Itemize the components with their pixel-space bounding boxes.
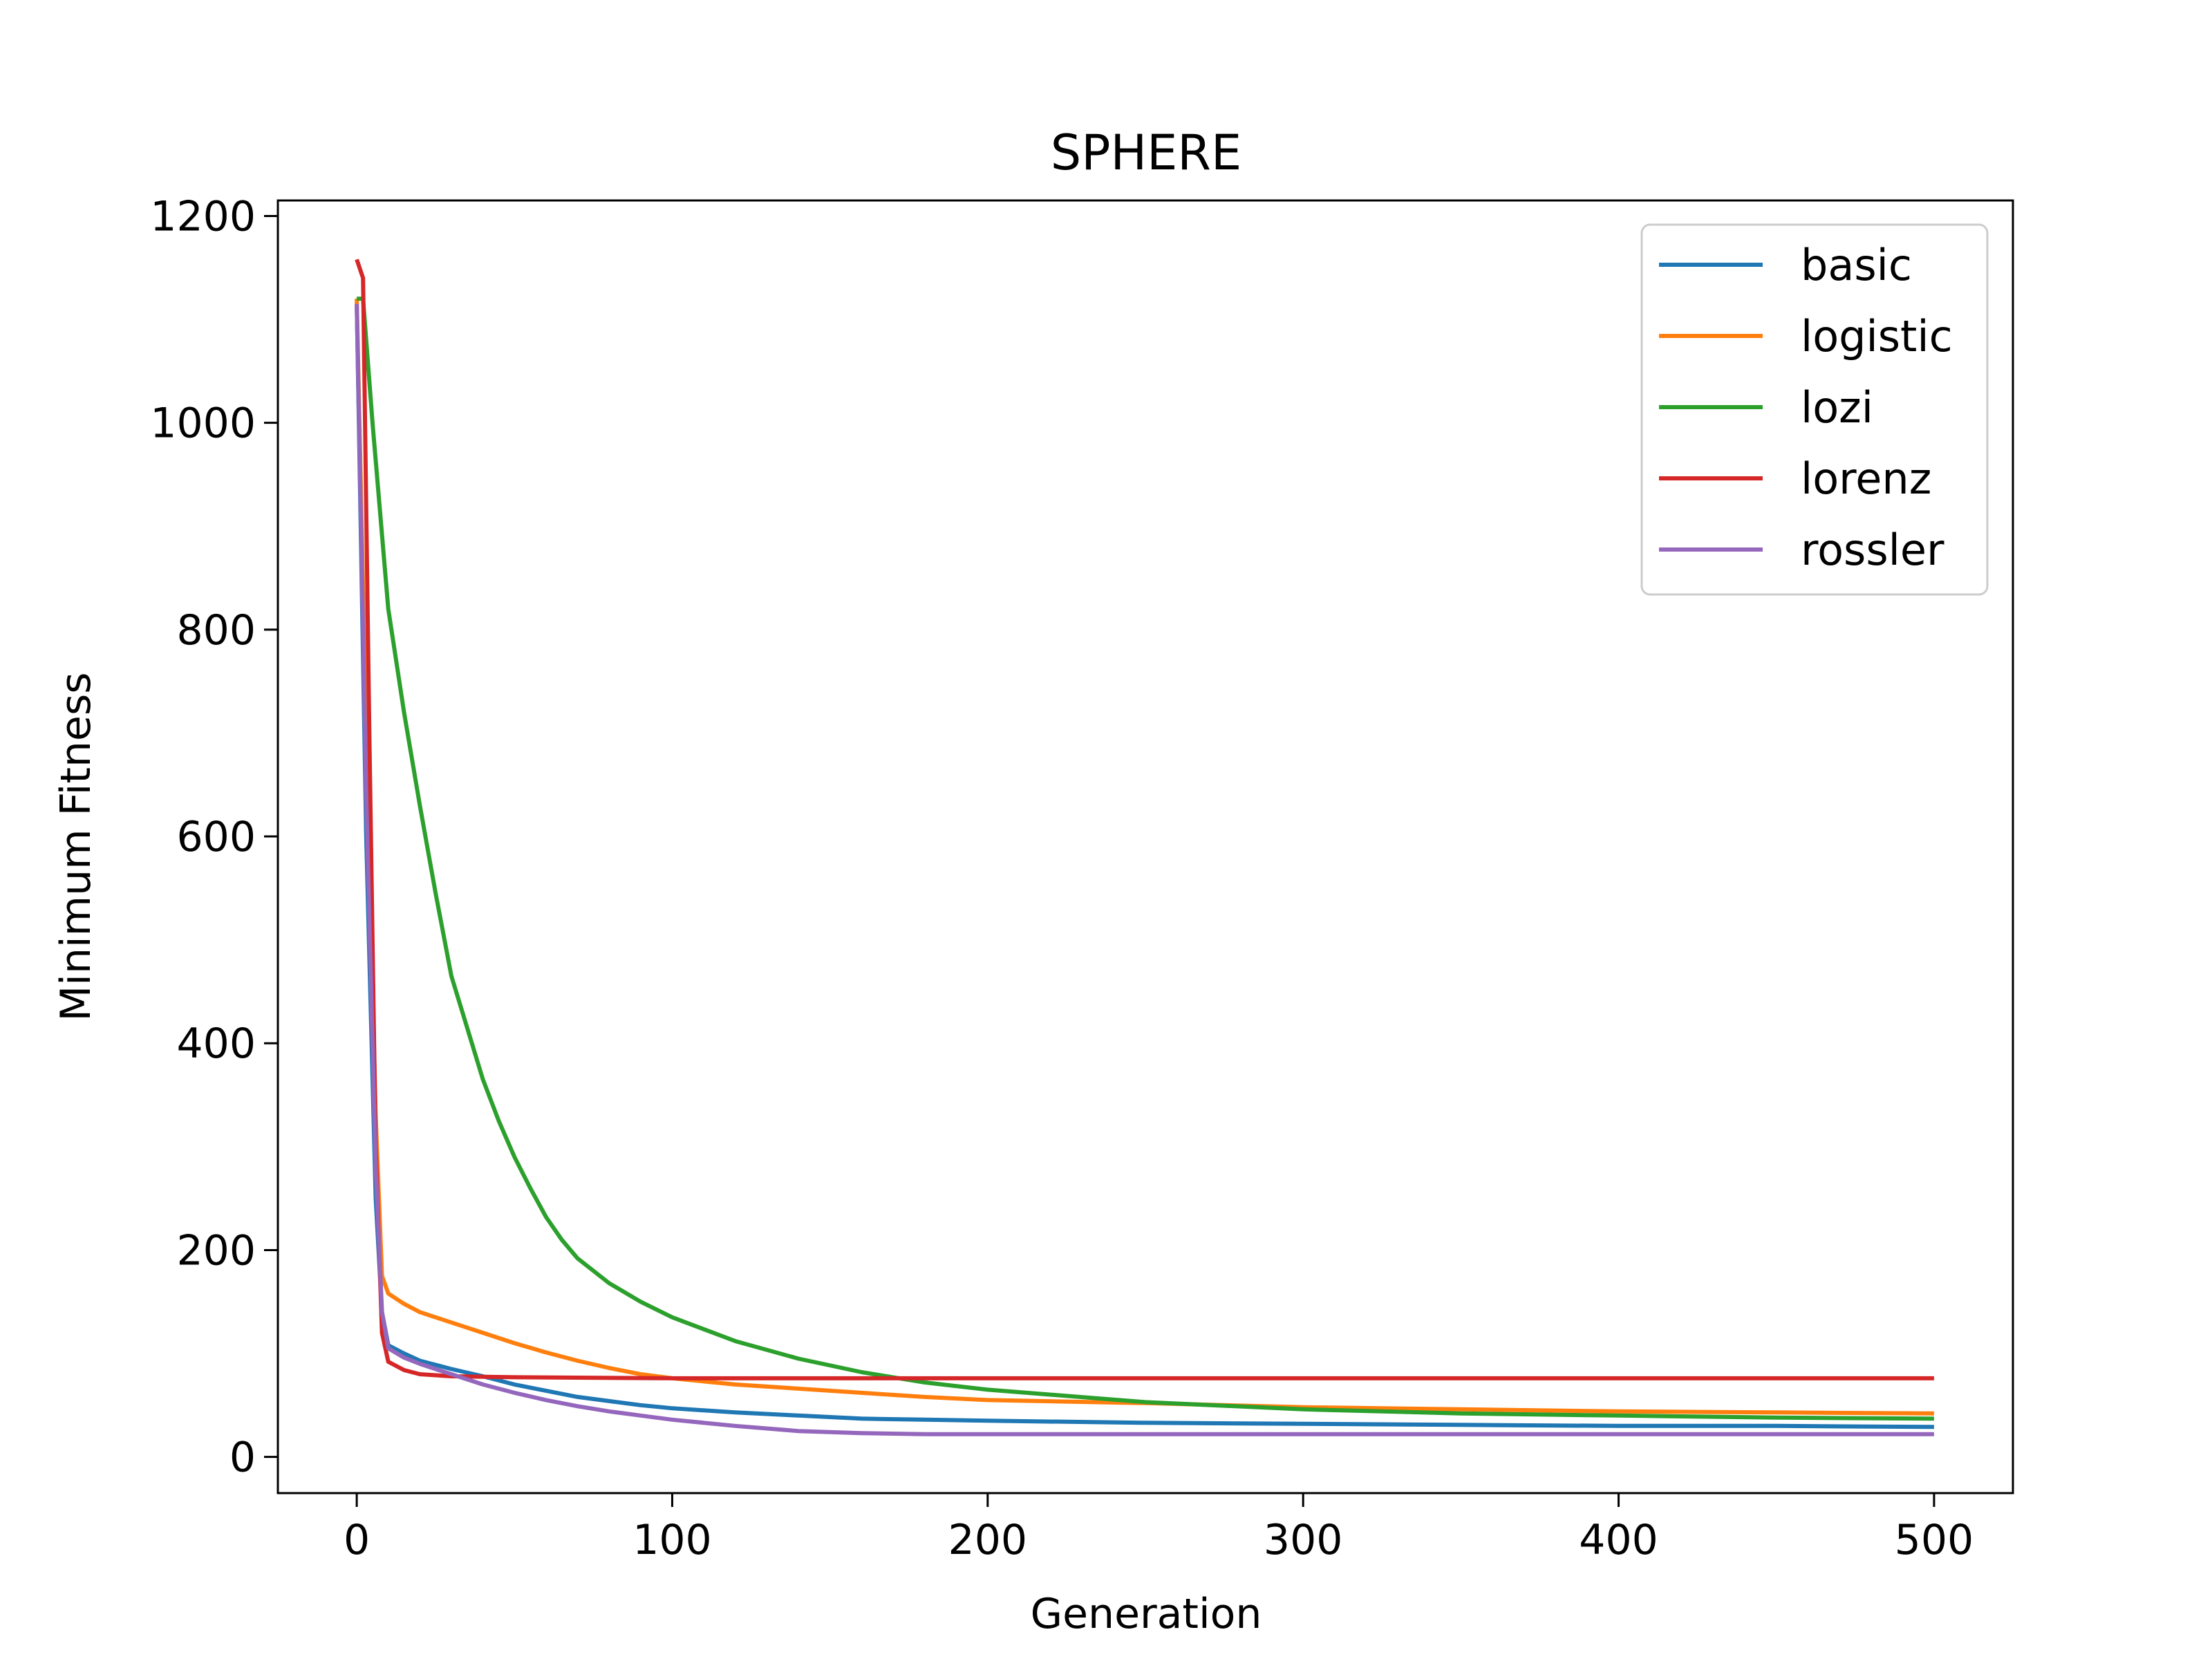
series-layer (355, 259, 1934, 1436)
legend-label-logistic: logistic (1801, 311, 1953, 362)
legend-label-lorenz: lorenz (1801, 453, 1931, 504)
y-tick-label: 1200 (150, 192, 256, 241)
x-axis-label: Generation (1031, 1590, 1262, 1638)
y-tick-label: 1000 (150, 400, 256, 448)
x-tick-label: 300 (1264, 1516, 1343, 1564)
legend-label-lozi: lozi (1801, 382, 1873, 433)
y-tick-label: 400 (176, 1020, 256, 1068)
series-line-basic (355, 303, 1934, 1430)
y-tick-label: 600 (176, 813, 256, 861)
x-tick-label: 500 (1895, 1516, 1974, 1564)
series-line-rossler (355, 303, 1934, 1436)
x-axis-ticks: 0 100 200 300 400 500 (344, 1493, 1974, 1564)
series-line-lozi (357, 297, 1934, 1421)
y-tick-label: 0 (229, 1434, 256, 1482)
chart-title: SPHERE (1051, 124, 1241, 181)
legend-box (1640, 223, 1989, 596)
legend-label-rossler: rossler (1801, 525, 1944, 575)
legend-label-basic: basic (1801, 240, 1912, 290)
plot-area: 0 100 200 300 400 500 0 200 400 600 800 1000 1200 (150, 192, 2014, 1564)
series-line-lorenz (355, 259, 1934, 1380)
y-tick-label: 800 (176, 606, 256, 655)
y-tick-label: 200 (176, 1226, 256, 1275)
legend: basic logistic lozi lorenz rossler (1640, 223, 1989, 596)
plot-frame (276, 199, 2014, 1494)
x-tick-label: 100 (632, 1516, 712, 1564)
y-axis-ticks: 0 200 400 600 800 1000 1200 (150, 192, 278, 1482)
x-tick-label: 200 (948, 1516, 1028, 1564)
x-tick-label: 0 (344, 1516, 370, 1564)
y-axis-label: Minimum Fitness (52, 673, 100, 1022)
x-tick-label: 400 (1579, 1516, 1658, 1564)
